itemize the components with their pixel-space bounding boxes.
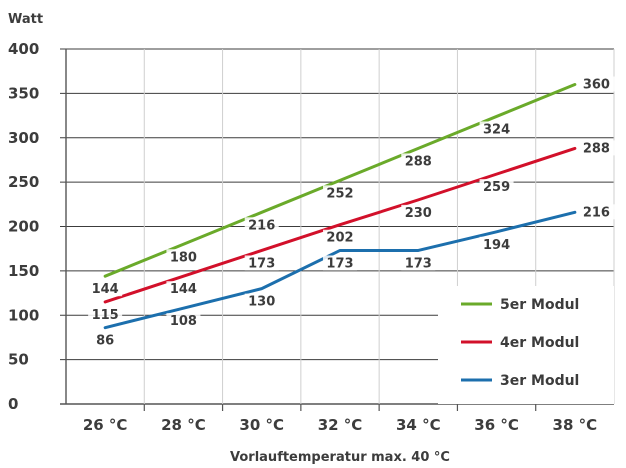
- x-tick-label: 30 °C: [239, 416, 284, 434]
- data-label-bg: [580, 76, 615, 92]
- data-label-bg: [166, 281, 201, 297]
- data-label: 144: [92, 282, 119, 297]
- legend: 5er Modul 4er Modul 3er Modul: [438, 286, 614, 404]
- data-label: 130: [248, 295, 275, 310]
- data-label-bg: [479, 179, 514, 195]
- data-label: 144: [170, 282, 197, 297]
- data-label-bg: [88, 332, 123, 348]
- data-label: 288: [583, 141, 610, 156]
- data-label-bg: [323, 185, 357, 201]
- x-tick-label: 34 °C: [396, 416, 441, 434]
- data-label: 173: [326, 256, 353, 271]
- x-tick-label: 32 °C: [318, 416, 363, 434]
- legend-label: 4er Modul: [500, 335, 579, 351]
- data-label-bg: [88, 306, 123, 322]
- data-label: 194: [483, 238, 510, 253]
- data-label: 259: [483, 180, 510, 195]
- data-label: 230: [405, 206, 432, 221]
- data-label: 324: [483, 122, 510, 137]
- data-label: 86: [96, 334, 114, 349]
- data-label-bg: [580, 204, 615, 220]
- y-tick-label: 300: [8, 129, 39, 147]
- data-label-bg: [479, 236, 514, 252]
- data-label-bg: [244, 293, 279, 309]
- data-label-bg: [580, 140, 615, 156]
- legend-label: 5er Modul: [500, 297, 579, 313]
- x-axis-title: Vorlauftemperatur max. 40 °C: [230, 450, 450, 465]
- data-label-bg: [401, 204, 436, 220]
- data-label: 108: [170, 314, 197, 329]
- y-tick-label: 100: [8, 306, 39, 324]
- data-label-bg: [166, 249, 201, 265]
- series-line-1: [103, 83, 577, 278]
- x-tick-label: 38 °C: [553, 416, 598, 434]
- series-lines: [103, 83, 577, 330]
- data-label: 173: [248, 256, 275, 271]
- y-tick-label: 200: [8, 218, 39, 236]
- series-line-3: [103, 210, 577, 330]
- data-label-bg: [88, 281, 123, 297]
- data-label-bg: [401, 255, 436, 271]
- data-label: 173: [405, 256, 432, 271]
- data-label: 115: [92, 308, 119, 323]
- data-label: 288: [405, 154, 432, 169]
- data-label-bg: [323, 255, 357, 271]
- data-label-bg: [166, 313, 201, 329]
- data-label-bg: [244, 255, 279, 271]
- y-tick-label: 350: [8, 84, 39, 102]
- x-tick-label: 28 °C: [161, 416, 206, 434]
- data-label: 360: [583, 78, 610, 93]
- legend-box: [438, 286, 614, 404]
- data-label-bg: [479, 121, 514, 137]
- x-axis-ticks: 26 °C 28 °C 30 °C 32 °C 34 °C 36 °C 38 °C: [83, 416, 597, 434]
- legend-label: 3er Modul: [500, 373, 579, 389]
- data-label-bg: [323, 229, 357, 245]
- series-line-2: [103, 146, 577, 304]
- data-label: 202: [326, 231, 353, 246]
- data-label-bg: [244, 217, 279, 233]
- x-tick-label: 36 °C: [474, 416, 519, 434]
- data-label: 216: [248, 218, 275, 233]
- data-label-bg: [401, 153, 436, 169]
- x-tick-label: 26 °C: [83, 416, 128, 434]
- y-tick-label: 150: [8, 262, 39, 280]
- data-label: 216: [583, 205, 610, 220]
- y-tick-label: 250: [8, 173, 39, 191]
- y-axis-ticks: 0 50 100 150 200 250 300 350 400: [8, 40, 39, 413]
- data-labels: 144 180 216 252 288 324 360 115 144 173 202 230 259 2…: [88, 76, 615, 349]
- y-tick-label: 50: [8, 351, 29, 369]
- data-label: 180: [170, 250, 197, 265]
- data-label: 252: [326, 186, 353, 201]
- y-axis-unit: Watt: [8, 12, 43, 27]
- y-tick-label: 400: [8, 40, 39, 58]
- y-tick-label: 0: [8, 395, 18, 413]
